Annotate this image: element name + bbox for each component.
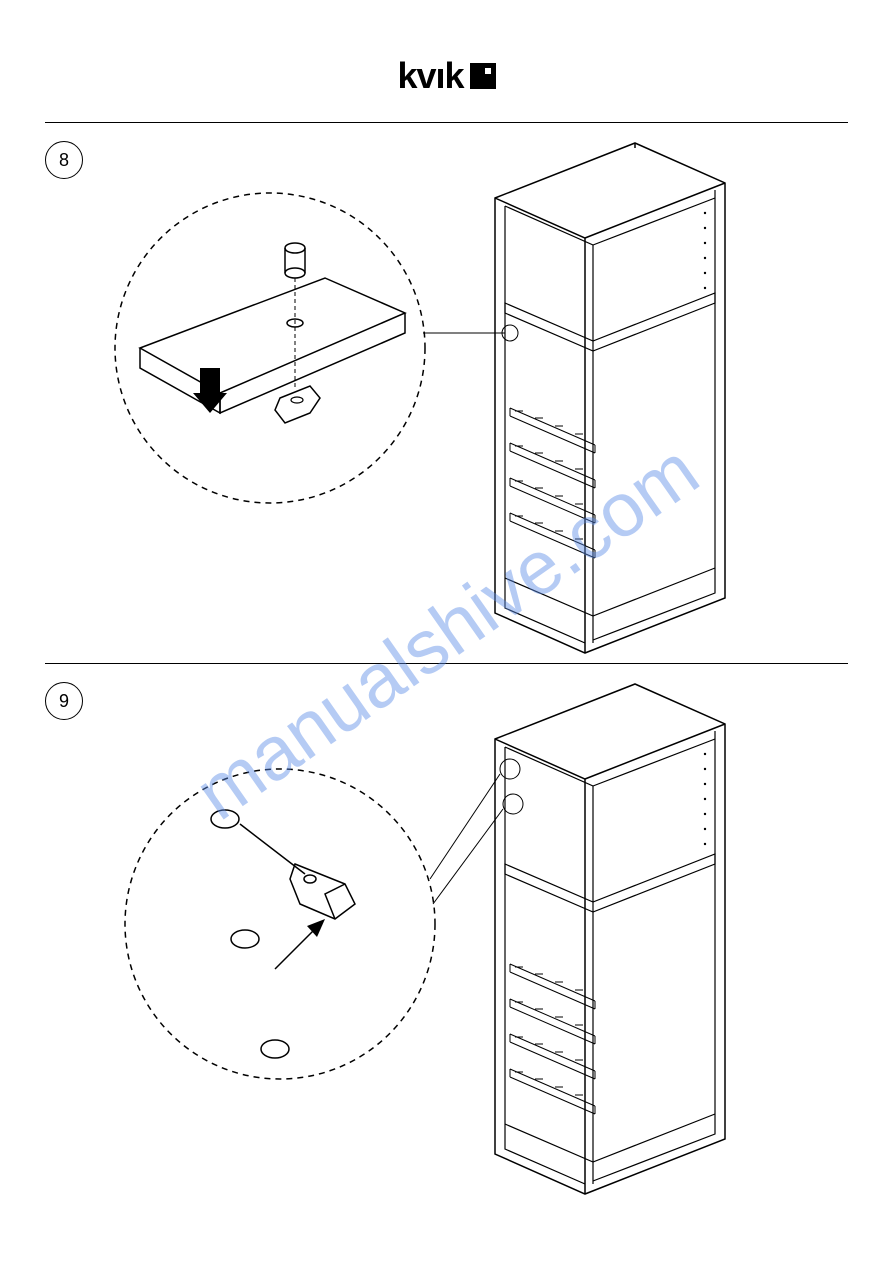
brand-logo: kvık <box>397 55 495 97</box>
diagram-step-8 <box>45 138 848 678</box>
step-9: 9 <box>45 664 848 1204</box>
diagram-step-9 <box>45 679 848 1219</box>
assembly-diagram-icon <box>45 138 845 658</box>
step-8: 8 <box>45 123 848 663</box>
brand-name: kvık <box>397 55 463 97</box>
assembly-diagram-icon <box>45 679 845 1199</box>
logo-area: kvık <box>0 0 893 122</box>
brand-mark-icon <box>470 63 496 89</box>
